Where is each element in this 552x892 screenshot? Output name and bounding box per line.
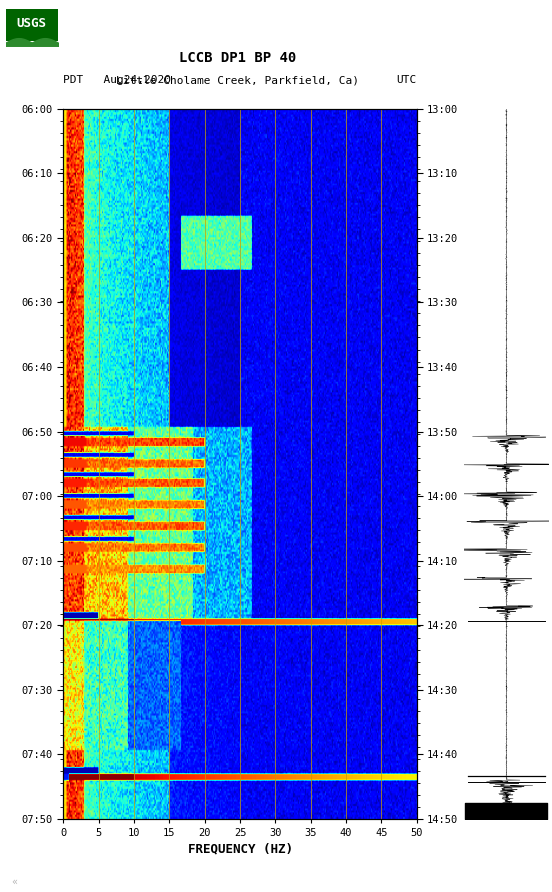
X-axis label: FREQUENCY (HZ): FREQUENCY (HZ): [188, 842, 293, 855]
Text: «: «: [11, 877, 17, 887]
Text: USGS: USGS: [17, 18, 47, 30]
Text: PDT   Aug24,2020: PDT Aug24,2020: [63, 75, 172, 86]
FancyBboxPatch shape: [6, 9, 58, 41]
Text: LCCB DP1 BP 40: LCCB DP1 BP 40: [179, 51, 296, 65]
Text: UTC: UTC: [396, 75, 417, 86]
Text: Little Cholame Creek, Parkfield, Ca): Little Cholame Creek, Parkfield, Ca): [116, 75, 359, 86]
